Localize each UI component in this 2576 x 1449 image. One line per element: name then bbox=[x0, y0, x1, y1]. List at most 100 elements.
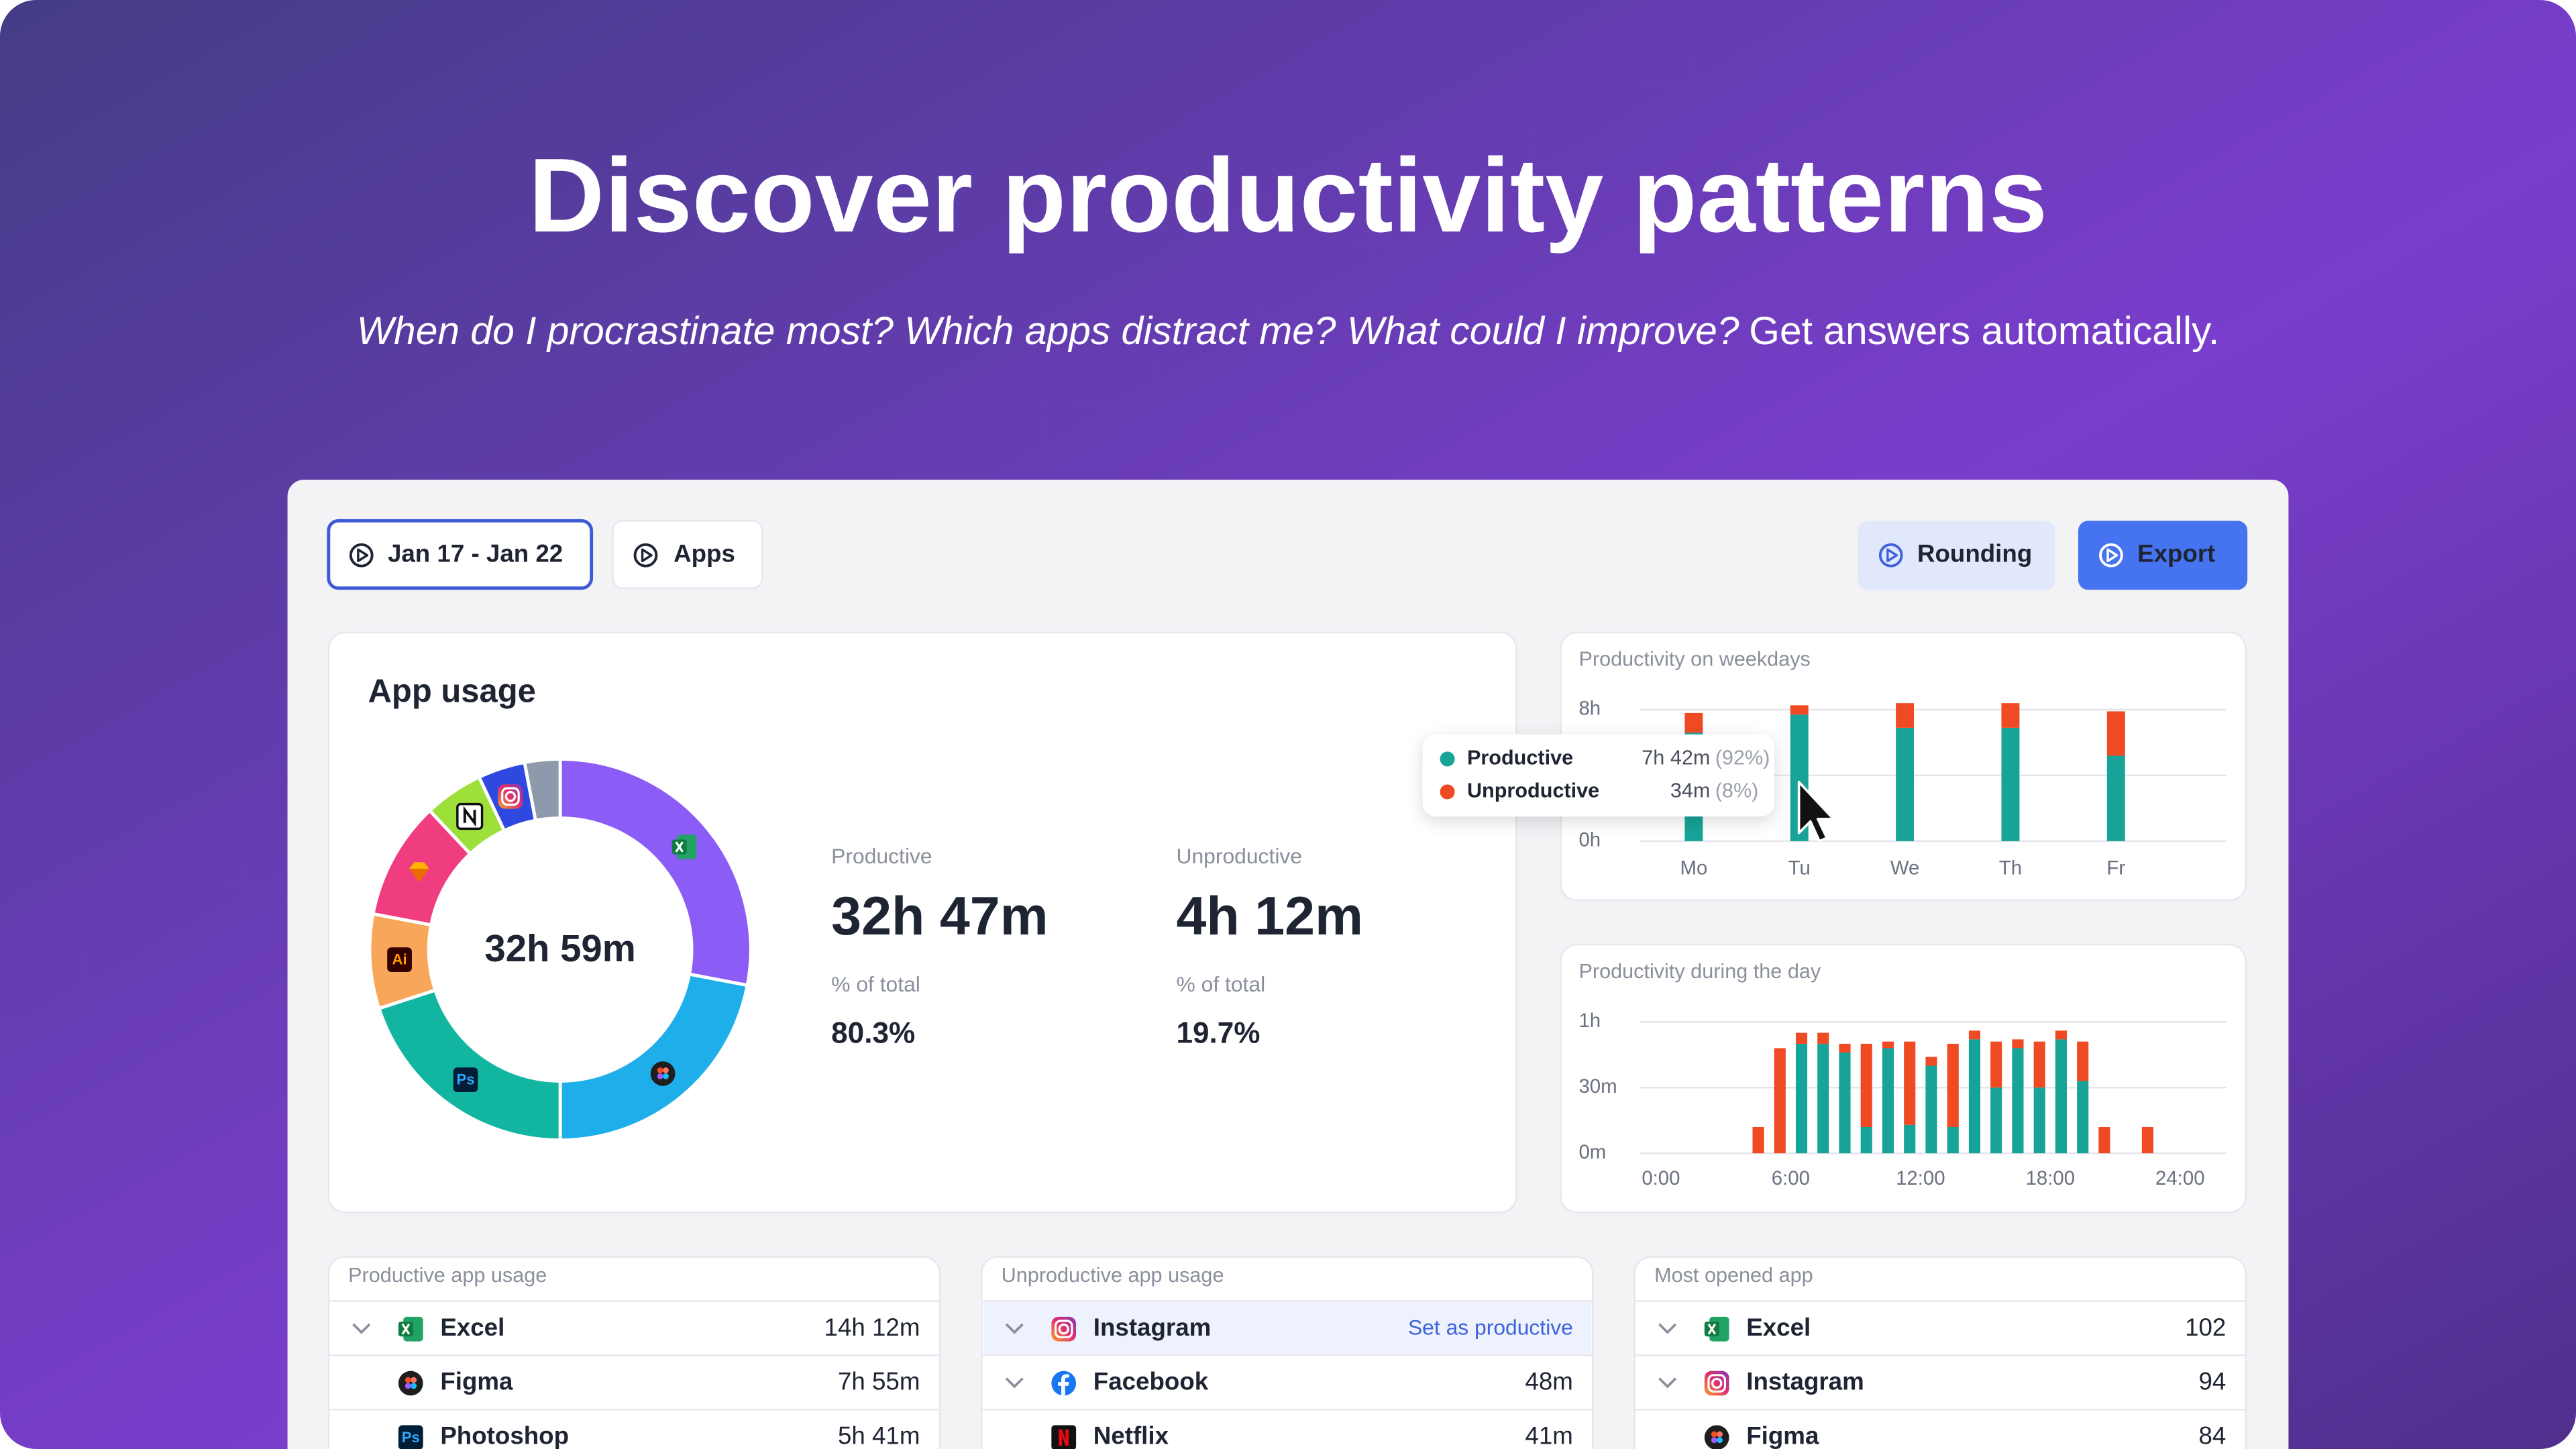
bar-segment bbox=[1860, 1127, 1872, 1154]
stat-share: 19.7% bbox=[1176, 1016, 1260, 1049]
tooltip-name: Unproductive bbox=[1467, 780, 1599, 802]
chevron[interactable] bbox=[352, 1323, 371, 1334]
date-range-button[interactable] bbox=[327, 519, 594, 590]
figma-icon bbox=[411, 1383, 417, 1389]
ps-icon-label: Ps bbox=[402, 1429, 420, 1446]
table-title: Productive app usage bbox=[348, 1264, 547, 1287]
button-icon bbox=[349, 543, 374, 568]
instagram-icon bbox=[1058, 1324, 1069, 1335]
donut-total: 32h 59m bbox=[484, 927, 635, 969]
tooltip bbox=[1422, 734, 1774, 817]
bar-segment bbox=[1904, 1124, 1916, 1154]
y-tick-label: 8h bbox=[1578, 698, 1601, 720]
app-name: Facebook bbox=[1093, 1368, 1209, 1395]
bar-segment bbox=[1684, 712, 1703, 733]
facebook-icon bbox=[1058, 1374, 1069, 1396]
x-tick-label: Th bbox=[1999, 857, 2022, 879]
mouse-cursor bbox=[1797, 780, 1835, 843]
bar-segment bbox=[1925, 1057, 1937, 1066]
figma-icon bbox=[1704, 1425, 1729, 1449]
stat-share: 80.3% bbox=[831, 1016, 915, 1049]
bar-segment bbox=[1839, 1043, 1851, 1053]
figma-icon bbox=[663, 1073, 669, 1079]
tooltip-value: 7h 42m bbox=[1642, 747, 1710, 769]
card bbox=[327, 1256, 941, 1449]
button-icon bbox=[641, 548, 653, 563]
chevron[interactable] bbox=[1005, 1323, 1024, 1334]
stat-label: Productive bbox=[831, 844, 932, 868]
bar-segment bbox=[2012, 1039, 2024, 1049]
bar-segment bbox=[1795, 1043, 1808, 1154]
bar-segment bbox=[2077, 1081, 2089, 1154]
app-name: Excel bbox=[1746, 1313, 1811, 1341]
card-title: App usage bbox=[368, 673, 536, 709]
bar-segment bbox=[1904, 1041, 1916, 1125]
export-button[interactable] bbox=[2078, 521, 2248, 590]
bar-segment bbox=[2033, 1087, 2045, 1154]
chevron[interactable] bbox=[1005, 1377, 1024, 1389]
bar-segment bbox=[1968, 1039, 1981, 1154]
bar-segment bbox=[1882, 1048, 1894, 1154]
bar-segment bbox=[1752, 1127, 1764, 1154]
x-tick-label: Mo bbox=[1680, 857, 1707, 879]
app-name: Photoshop bbox=[440, 1422, 569, 1449]
bar-segment bbox=[2141, 1127, 2153, 1154]
table-title: Unproductive app usage bbox=[1002, 1264, 1224, 1287]
button-icon bbox=[1878, 543, 1903, 568]
figma-icon bbox=[405, 1377, 411, 1383]
ps-icon bbox=[398, 1425, 423, 1449]
card bbox=[1560, 943, 2247, 1214]
subtitle: When do I procrastinate most? Which apps… bbox=[357, 309, 2220, 353]
chevron[interactable] bbox=[1658, 1377, 1677, 1389]
bar-segment bbox=[1774, 1048, 1786, 1154]
instagram-icon bbox=[1054, 1320, 1073, 1339]
bar-segment bbox=[2012, 1048, 2024, 1154]
app-name: Netflix bbox=[1093, 1422, 1169, 1449]
chevron[interactable] bbox=[1658, 1323, 1677, 1334]
stat-share-label: % of total bbox=[831, 972, 920, 996]
instagram-icon bbox=[1711, 1377, 1723, 1389]
figma-icon bbox=[411, 1377, 417, 1383]
tooltip-dot bbox=[1440, 784, 1455, 800]
button-icon bbox=[357, 548, 369, 563]
date-range-label: Jan 17 - Jan 22 bbox=[388, 539, 563, 567]
bar-segment bbox=[2098, 1127, 2110, 1154]
app-name: Instagram bbox=[1746, 1368, 1864, 1395]
bar-segment bbox=[1968, 1030, 1981, 1040]
donut-segment bbox=[523, 757, 562, 822]
x-tick-label: 18:00 bbox=[2026, 1167, 2076, 1189]
bar-segment bbox=[1925, 1065, 1937, 1154]
x-tick-label: Fr bbox=[2106, 857, 2125, 879]
instagram-icon bbox=[501, 787, 520, 806]
bar-segment bbox=[2106, 755, 2125, 841]
apps-button[interactable] bbox=[612, 520, 763, 589]
bar-segment bbox=[1947, 1127, 1959, 1154]
table-title: Most opened app bbox=[1654, 1264, 1813, 1287]
app-value: 5h 41m bbox=[838, 1422, 920, 1449]
app-value: 14h 12m bbox=[824, 1313, 920, 1341]
netflix-icon bbox=[1059, 1429, 1069, 1446]
tooltip-share: (8%) bbox=[1715, 780, 1759, 802]
x-tick-label: 24:00 bbox=[2155, 1167, 2205, 1189]
app-name: Instagram bbox=[1093, 1313, 1212, 1341]
excel-icon bbox=[1707, 1323, 1717, 1335]
x-tick-label: Tu bbox=[1788, 857, 1811, 879]
rounding-button[interactable] bbox=[1858, 521, 2055, 590]
instagram-icon bbox=[504, 791, 517, 802]
ai-icon-label: Ai bbox=[392, 951, 407, 968]
donut-segment bbox=[558, 757, 753, 987]
figma-icon bbox=[657, 1073, 663, 1079]
y-tick-label: 30m bbox=[1578, 1075, 1617, 1097]
stat-value: 32h 47m bbox=[831, 886, 1048, 947]
app-content: Jan 17 - Jan 22 Apps Rounding Export App usa… bbox=[327, 519, 2248, 1449]
x-tick-label: 12:00 bbox=[1896, 1167, 1945, 1189]
figma-icon bbox=[405, 1383, 411, 1389]
set-productive-link[interactable]: Set as productive bbox=[1408, 1316, 1573, 1340]
tooltip-name: Productive bbox=[1467, 747, 1573, 769]
app-value: 48m bbox=[1525, 1368, 1572, 1395]
button-icon bbox=[2106, 548, 2118, 563]
stat-value: 4h 12m bbox=[1176, 886, 1362, 947]
bar-segment bbox=[2033, 1041, 2045, 1088]
figma-icon bbox=[663, 1067, 669, 1073]
